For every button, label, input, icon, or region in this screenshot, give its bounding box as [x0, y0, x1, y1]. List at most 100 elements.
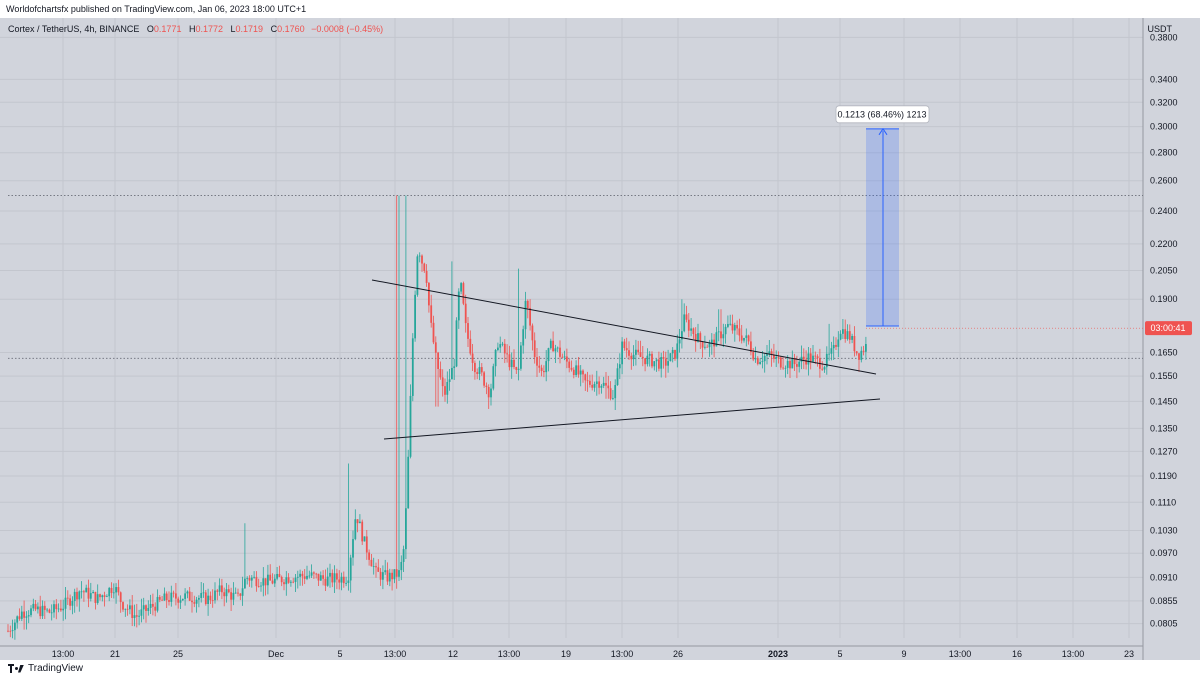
candle-body [605, 382, 607, 386]
candle-body [503, 343, 506, 354]
candle-body [326, 576, 329, 586]
candle-body [655, 359, 658, 362]
candle-body [729, 323, 732, 325]
y-tick-label: 0.0910 [1150, 572, 1178, 582]
candle-body [494, 350, 497, 367]
trendline-upper[interactable] [371, 279, 877, 375]
symbol-title: Cortex / TetherUS, 4h, BINANCE [8, 24, 140, 34]
candle-body [708, 343, 711, 348]
candle-body [124, 608, 127, 610]
candle-body [179, 600, 182, 603]
measure-label-box [835, 105, 930, 124]
candle-body [752, 351, 755, 360]
candle-body [756, 357, 759, 364]
candle-body [85, 587, 88, 593]
close-value: 0.1760 [277, 24, 305, 34]
chart-area[interactable]: 0.3800 0.3400 0.3200 0.3000 0.2800 0.2600 0.24… [0, 18, 1200, 660]
candle-body [250, 577, 253, 581]
candle-body [66, 597, 69, 599]
candle-body [793, 358, 796, 365]
footer-brand-text: TradingView [28, 663, 84, 674]
trendline-lower[interactable] [383, 398, 881, 440]
candle-body [379, 571, 382, 580]
candle-body [559, 347, 561, 357]
candle-body [237, 592, 239, 594]
close-label: C [270, 24, 278, 34]
candle-body [267, 574, 269, 586]
candle-body [14, 622, 16, 631]
candle-body [667, 361, 669, 366]
candle-body [754, 357, 757, 360]
candle-body [191, 600, 193, 603]
price-chart[interactable]: 0.3800 0.3400 0.3200 0.3000 0.2800 0.2600 0.24… [0, 18, 1200, 660]
candle-body [11, 630, 14, 632]
candle-body [662, 357, 665, 359]
candle-body [476, 372, 479, 374]
candle-body [347, 580, 350, 583]
candle-body [529, 308, 531, 326]
candle-body [322, 575, 324, 579]
tradingview-brand[interactable]: TradingView [8, 663, 83, 674]
candle-body [644, 358, 646, 365]
candle-body [467, 323, 469, 339]
candle-body [487, 386, 490, 398]
candle-body [577, 365, 580, 375]
candle-body [342, 576, 345, 584]
candle-body [264, 578, 267, 586]
candle-body [566, 356, 568, 362]
candle-body [839, 333, 842, 340]
candle-body [664, 358, 667, 366]
candle-body [745, 335, 748, 338]
candle-body [186, 591, 189, 594]
candle-body [303, 576, 306, 579]
candle-body [432, 322, 435, 343]
candle-body [540, 367, 543, 372]
candle-body [547, 348, 550, 362]
candle-body [692, 328, 695, 334]
candle-body [517, 368, 520, 370]
candle-body [119, 592, 122, 603]
candle-body [428, 282, 430, 306]
candle-body [384, 570, 387, 573]
candle-body [115, 587, 117, 593]
y-tick-label: 0.2050 [1150, 266, 1178, 276]
candle-body [333, 573, 336, 583]
candle-body [743, 337, 745, 341]
y-tick-label: 0.1270 [1150, 446, 1178, 456]
candle-body [230, 592, 232, 600]
candle-body [416, 256, 419, 295]
x-tick-label: 9 [901, 649, 906, 659]
candle-body [858, 353, 860, 360]
candle-body [25, 616, 28, 618]
candle-body [184, 593, 186, 599]
candle-body [552, 340, 554, 352]
candle-body [715, 332, 718, 347]
candle-body [209, 595, 212, 601]
candle-body [69, 598, 71, 606]
candle-body [170, 592, 173, 602]
candle-body [64, 597, 67, 609]
candle-body [345, 582, 347, 584]
candle-body [76, 591, 78, 600]
candle-body [687, 319, 690, 331]
candle-body [106, 596, 108, 598]
candle-body [89, 593, 92, 599]
candle-body [471, 353, 474, 363]
y-tick-label: 0.3000 [1150, 122, 1178, 132]
candle-body [789, 360, 791, 369]
candle-body [623, 341, 626, 349]
candle-body [195, 599, 198, 604]
candle-body [414, 294, 416, 339]
candle-body [676, 343, 679, 359]
low-label: L [230, 24, 236, 34]
candle-body [591, 384, 594, 388]
candle-body [234, 592, 237, 594]
candle-body [455, 320, 458, 367]
candle-body [133, 615, 136, 618]
candle-body [315, 573, 318, 575]
candle-body [356, 519, 359, 524]
y-tick-label: 0.1030 [1150, 526, 1178, 536]
y-tick-label: 0.0970 [1150, 548, 1178, 558]
candle-body [589, 380, 591, 385]
candle-body [313, 572, 315, 574]
